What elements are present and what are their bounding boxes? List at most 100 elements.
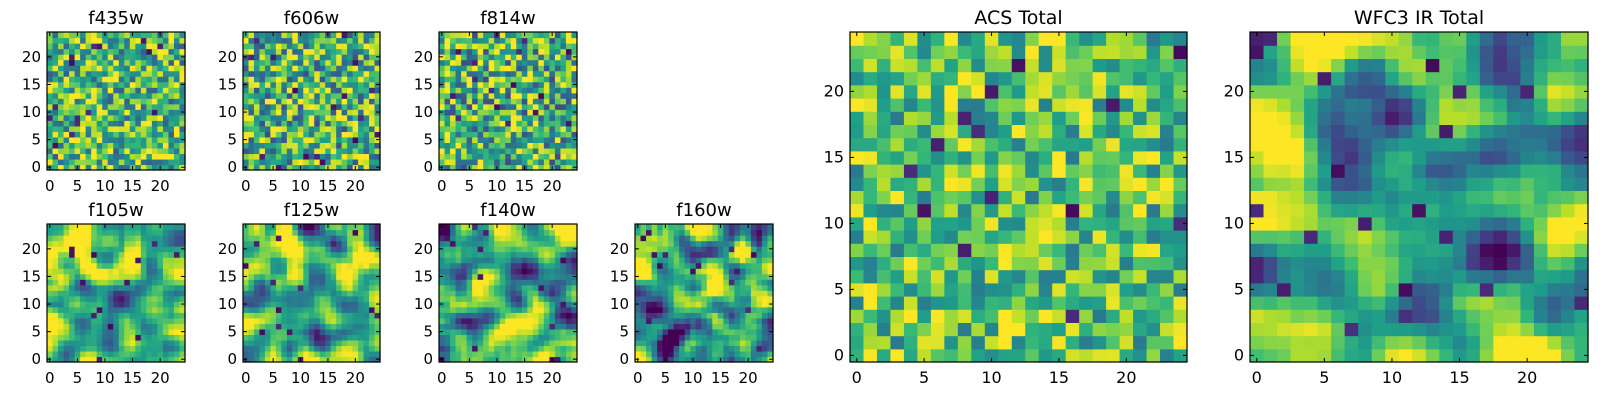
heatmap-cell [248, 136, 255, 143]
heatmap-cell [308, 317, 315, 324]
heatmap-cell [957, 269, 972, 284]
heatmap-cell [466, 43, 473, 50]
heatmap-cell [876, 269, 892, 284]
heatmap-cell [488, 356, 495, 363]
heatmap-cell [876, 243, 892, 257]
heatmap-cell [679, 246, 686, 253]
heatmap-cell [308, 251, 315, 258]
heatmap-cell [668, 251, 675, 258]
heatmap-cell [369, 295, 376, 302]
heatmap-cell [129, 37, 136, 44]
heatmap-cell [135, 59, 142, 66]
heatmap-cell [483, 92, 490, 99]
heatmap-cell [124, 229, 131, 236]
heatmap-cell [264, 246, 271, 253]
heatmap-cell [917, 269, 932, 284]
heatmap-cell [505, 103, 512, 110]
heatmap-cell [270, 312, 277, 319]
heatmap-cell [308, 136, 315, 143]
heatmap-cell [510, 65, 517, 72]
heatmap-cell [243, 317, 250, 324]
heatmap-cell [91, 224, 98, 231]
heatmap-cell [129, 279, 136, 286]
heatmap-cell [549, 257, 556, 264]
heatmap-cell [140, 345, 147, 352]
heatmap-cell [494, 37, 501, 44]
heatmap-cell [483, 131, 490, 138]
heatmap-cell [1011, 269, 1026, 284]
heatmap-cell [179, 350, 186, 358]
heatmap-cell [543, 240, 550, 247]
heatmap-cell [281, 356, 288, 363]
heatmap-cell [135, 54, 142, 61]
heatmap-cell [341, 356, 348, 363]
heatmap-cell [668, 317, 675, 324]
y-tick-label: 10 [218, 295, 237, 313]
heatmap-cell [477, 262, 484, 269]
heatmap-cell [308, 235, 315, 242]
heatmap-cell [179, 125, 186, 132]
heatmap-cell [510, 224, 517, 231]
y-tick-label: 15 [610, 267, 629, 285]
heatmap-cell [358, 65, 365, 72]
heatmap-cell [168, 125, 175, 132]
heatmap-cell [876, 348, 892, 363]
heatmap-cell [281, 59, 288, 66]
heatmap-cell [292, 235, 299, 242]
heatmap-cell [549, 229, 556, 236]
heatmap-cell [96, 301, 103, 308]
heatmap-cell [124, 109, 131, 116]
heatmap-cell [455, 43, 462, 50]
heatmap-cell [47, 65, 54, 72]
heatmap-cell [706, 240, 713, 247]
heatmap-cell [325, 142, 332, 149]
heatmap-cell [292, 32, 299, 39]
heatmap-cell [1065, 282, 1080, 297]
heatmap-cell [565, 48, 573, 55]
heatmap-cell [1038, 335, 1053, 350]
heatmap-cell [571, 240, 578, 247]
heatmap-cell [69, 48, 76, 55]
heatmap-cell [565, 147, 573, 155]
heatmap-cell [1106, 282, 1121, 297]
heatmap-cell [107, 136, 114, 143]
heatmap-cell [253, 350, 261, 358]
heatmap-cell [63, 317, 70, 324]
heatmap-cell [47, 125, 54, 132]
heatmap-cell [58, 273, 65, 280]
heatmap-cell [1119, 216, 1134, 231]
heatmap-cell [264, 240, 271, 247]
heatmap-cell [325, 235, 332, 242]
heatmap-cell [657, 229, 664, 236]
heatmap-cell [102, 306, 109, 313]
heatmap-cell [472, 81, 479, 88]
heatmap-cell [96, 224, 103, 231]
heatmap-cell [102, 334, 109, 341]
y-tick-label: 20 [218, 240, 237, 258]
heatmap-cell [890, 256, 905, 271]
heatmap-cell [543, 262, 550, 269]
heatmap-cell [162, 334, 170, 341]
heatmap-cell [499, 164, 506, 171]
heatmap-cell [494, 284, 501, 291]
heatmap-cell [135, 103, 142, 110]
heatmap-cell [341, 229, 348, 236]
heatmap-cell [80, 229, 87, 236]
heatmap-cell [706, 246, 713, 253]
heatmap-cell [303, 295, 310, 302]
heatmap-cell [286, 257, 293, 264]
heatmap-cell [80, 37, 87, 44]
heatmap-cell [571, 284, 578, 291]
heatmap-cell [74, 92, 81, 99]
heatmap-cell [259, 235, 266, 242]
heatmap-cell [292, 312, 299, 319]
heatmap-cell [91, 43, 98, 50]
heatmap-cell [297, 345, 304, 352]
heatmap-cell [510, 120, 517, 127]
heatmap-cell [745, 240, 752, 247]
heatmap-cell [510, 262, 517, 269]
heatmap-cell [80, 131, 87, 138]
heatmap-cell [162, 240, 170, 247]
